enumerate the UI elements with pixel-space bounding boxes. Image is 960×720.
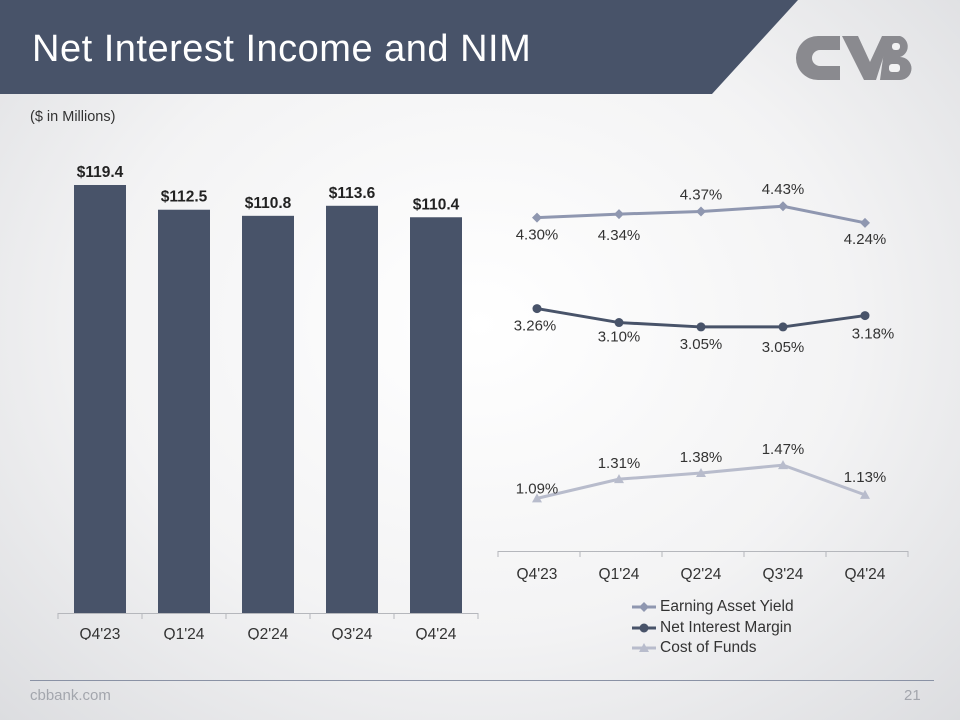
line-category-label: Q3'24 [763,566,804,583]
bar-data-label: $112.5 [161,189,208,206]
cost-of-funds-data-label: 1.09% [516,480,559,497]
bar-category-label: Q1'24 [164,626,205,640]
page-number: 21 [904,687,921,704]
bar-data-label: $110.4 [413,196,460,213]
bar-category-label: Q4'23 [80,626,121,640]
triangle-marker-icon [632,643,656,653]
cost-of-funds-point [778,460,788,470]
net-interest-margin-data-label: 3.10% [598,329,641,346]
line-category-label: Q4'23 [517,566,558,583]
net-interest-margin-point [532,304,542,314]
cost-of-funds-point [696,468,706,478]
cost-of-funds-data-label: 1.38% [680,449,723,466]
legend-item-cost-of-funds: Cost of Funds [632,638,794,659]
footer-url: cbbank.com [30,687,111,704]
bar [326,205,378,613]
bar-category-label: Q2'24 [248,626,289,640]
yield-margin-cost-line-chart: Q4'23 Q1'24 Q2'24 Q3'24 Q4'24 4.30% 4.34% 4.37%… [497,181,909,583]
bar [158,209,210,613]
bar-category-label: Q4'24 [416,626,457,640]
legend-item-net-interest-margin: Net Interest Margin [632,618,794,639]
title-banner [0,0,798,94]
legend-label: Earning Asset Yield [660,598,794,616]
net-interest-margin-data-label: 3.18% [852,326,895,343]
bar [242,215,294,613]
earning-asset-yield-point [860,217,870,228]
legend-label: Net Interest Margin [660,618,792,636]
earning-asset-yield-data-label: 4.30% [516,227,559,244]
earning-asset-yield-data-label: 4.24% [844,231,887,248]
cost-of-funds-data-label: 1.31% [598,455,641,472]
bar [74,184,126,613]
earning-asset-yield-point [696,206,706,217]
cost-of-funds-point [532,493,542,503]
bar-data-label: $110.8 [245,195,292,212]
line-category-label: Q2'24 [681,566,722,583]
diamond-marker-icon [632,602,656,613]
earning-asset-yield-point [614,209,624,220]
line-category-label: Q4'24 [845,566,886,583]
legend-item-earning-asset-yield: Earning Asset Yield [632,597,794,618]
legend-label: Cost of Funds [660,639,757,657]
net-interest-margin-point [696,322,706,332]
net-interest-income-bar-chart: $119.4 Q4'23 $112.5 Q1'24 $110.8 Q2'24 $113.6 Q… [57,164,479,640]
net-interest-margin-point [860,311,870,321]
cost-of-funds-point [860,489,870,499]
line-category-label: Q1'24 [599,566,640,583]
page-title: Net Interest Income and NIM [32,28,532,70]
circle-marker-icon [632,623,656,633]
earning-asset-yield-point [532,212,542,223]
cvb-logo-icon [796,36,912,80]
earning-asset-yield-data-label: 4.43% [762,181,805,198]
net-interest-margin-point [778,322,788,332]
earning-asset-yield-data-label: 4.34% [598,227,641,244]
net-interest-margin-data-label: 3.26% [514,318,557,335]
bar-category-label: Q3'24 [332,626,373,640]
bar [410,217,462,613]
units-note: ($ in Millions) [30,109,116,125]
cost-of-funds-data-label: 1.47% [762,441,805,458]
bar-data-label: $113.6 [329,185,376,202]
net-interest-margin-data-label: 3.05% [680,336,723,353]
net-interest-margin-data-label: 3.05% [762,339,805,356]
cost-of-funds-data-label: 1.13% [844,469,887,486]
net-interest-margin-point [614,318,624,328]
footer-divider [30,680,934,681]
bar-data-label: $119.4 [77,164,124,181]
line-chart-legend: Earning Asset Yield Net Interest Margin … [632,597,794,659]
earning-asset-yield-data-label: 4.37% [680,186,723,203]
cost-of-funds-point [614,474,624,484]
earning-asset-yield-point [778,201,788,212]
